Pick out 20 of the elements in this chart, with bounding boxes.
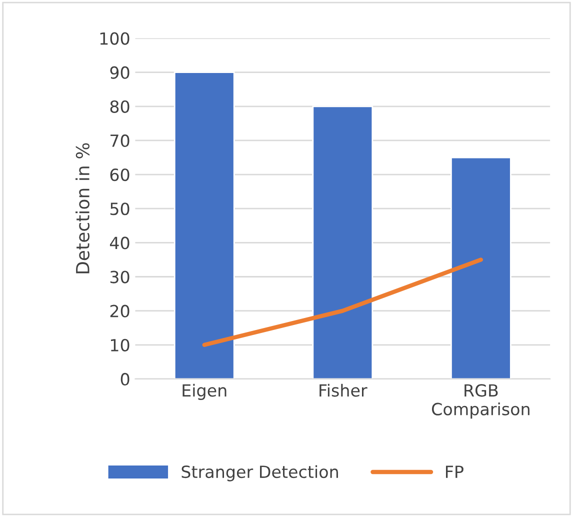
y-tick-label: 10 [110, 338, 130, 352]
y-tick-label: 100 [100, 32, 130, 45]
x-tick-label: RGB Comparison [432, 384, 530, 419]
y-tick-label: 0 [120, 372, 130, 386]
y-tick-label: 30 [110, 270, 130, 284]
y-tick-label: 20 [110, 304, 130, 318]
y-tick-label: 60 [110, 168, 130, 182]
y-tick-label: 90 [110, 66, 130, 79]
x-tick-label: Eigen [182, 384, 226, 400]
y-tick-label: 40 [110, 236, 130, 250]
y-tick-label: 50 [110, 202, 130, 216]
legend-label: FP [446, 466, 464, 478]
bar [174, 72, 235, 379]
bar [312, 106, 374, 379]
y-tick-label: 70 [110, 134, 130, 148]
y-axis-title: Detection in % [76, 143, 90, 274]
bar [450, 156, 512, 379]
legend-label: Stranger Detection [182, 465, 338, 482]
x-tick-label: Fisher [320, 384, 368, 397]
y-tick-label: 80 [110, 100, 130, 113]
